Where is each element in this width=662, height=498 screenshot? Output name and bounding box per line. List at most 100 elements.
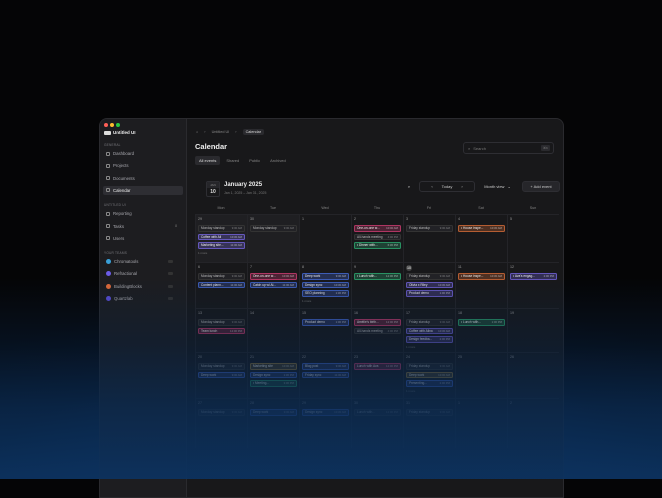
calendar-event[interactable]: Friday sync 11:00 AM xyxy=(302,371,349,378)
calendar-event[interactable]: Deep work 9:00 AM xyxy=(250,409,297,416)
more-events-link[interactable]: 1 more xyxy=(198,250,208,255)
calendar-event[interactable]: Deep work 9:00 AM xyxy=(302,273,349,280)
tab-all-events[interactable]: All events xyxy=(195,156,221,165)
calendar-day-cell[interactable]: 5 xyxy=(507,214,559,262)
calendar-event[interactable]: • House inspe... 10:30 AM xyxy=(458,273,505,280)
calendar-day-cell[interactable]: 9 • Lunch with... 12:00 PM xyxy=(351,262,403,308)
calendar-event[interactable]: One-on-one w... 10:00 AM xyxy=(250,273,297,280)
calendar-event[interactable]: Team lunch 12:00 PM xyxy=(198,327,245,334)
calendar-day-cell[interactable]: 31 Friday standup 9:00 AM xyxy=(403,398,455,448)
calendar-event[interactable]: • House inspe... 10:30 AM xyxy=(458,225,505,232)
calendar-day-cell[interactable]: 29 Monday standup 9:00 AM Coffee with Ali 10… xyxy=(195,214,247,262)
minimize-window-button[interactable] xyxy=(110,123,114,127)
calendar-event[interactable]: Design sync 10:30 AM xyxy=(302,281,349,288)
calendar-event[interactable]: • Meeting... 3:00 PM xyxy=(250,380,297,387)
calendar-event[interactable]: Deep work 10:00 AM xyxy=(406,371,453,378)
tab-archived[interactable]: Archived xyxy=(270,158,286,163)
calendar-day-cell[interactable]: 19 xyxy=(507,308,559,352)
calendar-day-cell[interactable]: 1 xyxy=(455,398,507,448)
calendar-day-cell[interactable]: 30 Lunch with... 12:00 PM xyxy=(351,398,403,448)
breadcrumb-current[interactable]: Calendar xyxy=(242,129,264,135)
tab-shared[interactable]: Shared xyxy=(226,158,240,163)
calendar-event[interactable]: Design feedba... 2:00 PM xyxy=(406,336,453,343)
more-events-link[interactable]: 1 more xyxy=(302,298,312,303)
calendar-day-cell[interactable]: 26 xyxy=(507,352,559,398)
calendar-day-cell[interactable]: 22 Blog post 9:00 AM Friday sync 11:00 AM xyxy=(299,352,351,398)
home-icon[interactable]: ⌂ xyxy=(196,130,199,134)
sidebar-item-calendar[interactable]: Calendar xyxy=(103,185,183,195)
sidebar-item-refractional[interactable]: Refractional xyxy=(103,269,183,278)
sidebar-item-documents[interactable]: Documents xyxy=(103,174,183,183)
close-window-button[interactable] xyxy=(104,123,108,127)
calendar-event[interactable]: Monday standup 9:00 AM xyxy=(198,409,245,416)
search-events-button[interactable]: ⌕ xyxy=(404,181,414,192)
calendar-event[interactable]: Design sync 10:30 AM xyxy=(302,409,349,416)
calendar-day-cell[interactable]: 2 One-on-one w... 10:00 AM All-hands meetin… xyxy=(351,214,403,262)
calendar-day-cell[interactable]: 8 Deep work 9:00 AM Design sync 10:30 AM SEO … xyxy=(299,262,351,308)
calendar-day-cell[interactable]: 18 • Lunch with... 1:00 PM xyxy=(455,308,507,352)
calendar-event[interactable]: Lunch with Ava 12:00 PM xyxy=(354,363,401,370)
sidebar-item-buildingblocks[interactable]: BuildingBlocks xyxy=(103,282,183,291)
previous-button[interactable]: ‹ xyxy=(431,184,433,189)
calendar-event[interactable]: SEO planning 1:30 PM xyxy=(302,290,349,297)
add-event-button[interactable]: + Add event xyxy=(522,181,560,192)
calendar-event[interactable]: Friday standup 9:00 AM xyxy=(406,363,453,370)
calendar-day-cell[interactable]: 13 Monday standup 9:00 AM Team lunch 12:00 P… xyxy=(195,308,247,352)
sidebar-item-projects[interactable]: Projects xyxy=(103,161,183,170)
calendar-event[interactable]: Marketing site... 11:00 AM xyxy=(198,242,245,249)
calendar-event[interactable]: Coffee with Ali 10:30 AM xyxy=(198,233,245,240)
calendar-day-cell[interactable]: 21 Marketing site 10:00 AM Design sync 1:30 … xyxy=(247,352,299,398)
calendar-event[interactable]: Coffee with Alina 10:30 AM xyxy=(406,327,453,334)
calendar-event[interactable]: Amélie's birth... 12:00 PM xyxy=(354,319,401,326)
more-events-link[interactable]: 1 more xyxy=(406,344,416,349)
tab-public[interactable]: Public xyxy=(249,158,261,163)
calendar-day-cell[interactable]: 16 Amélie's birth... 12:00 PM All-hands mee… xyxy=(351,308,403,352)
calendar-event[interactable]: Friday standup 9:00 AM xyxy=(406,319,453,326)
calendar-day-cell[interactable]: 27 Monday standup 9:00 AM xyxy=(195,398,247,448)
calendar-day-cell[interactable]: 15 Product demo 1:00 PM xyxy=(299,308,351,352)
calendar-day-cell[interactable]: 14 xyxy=(247,308,299,352)
calendar-event[interactable]: Deep work 9:00 AM xyxy=(198,371,245,378)
maximize-window-button[interactable] xyxy=(116,123,120,127)
calendar-event[interactable]: • Ava's engag... 2:00 PM xyxy=(510,273,557,280)
calendar-day-cell[interactable]: 23 Lunch with Ava 12:00 PM xyxy=(351,352,403,398)
calendar-event[interactable]: Catch up w/ Al... 11:00 AM xyxy=(250,281,297,288)
today-button[interactable]: Today xyxy=(441,184,453,189)
calendar-day-cell[interactable]: 17 Friday standup 9:00 AM Coffee with Alina… xyxy=(403,308,455,352)
search-input[interactable]: ⌕ Search ⌘K xyxy=(463,142,554,154)
calendar-event[interactable]: Content plann... 11:00 AM xyxy=(198,281,245,288)
sidebar-item-quartzlab[interactable]: Quartzlab xyxy=(103,294,183,303)
sidebar-item-users[interactable]: Users xyxy=(103,234,183,243)
calendar-day-cell[interactable]: 6 Monday standup 9:00 AM Content plann... 11… xyxy=(195,262,247,308)
calendar-day-cell[interactable]: 12 • Ava's engag... 2:00 PM xyxy=(507,262,559,308)
calendar-event[interactable]: • Lunch with... 12:00 PM xyxy=(354,273,401,280)
calendar-day-cell[interactable]: 3 Friday standup 9:00 AM xyxy=(403,214,455,262)
calendar-event[interactable]: Product demo 1:00 PM xyxy=(302,319,349,326)
calendar-day-cell[interactable]: 30 Monday standup 9:00 AM xyxy=(247,214,299,262)
calendar-event[interactable]: Monday standup 9:00 AM xyxy=(198,273,245,280)
calendar-event[interactable]: Product demo 1:00 PM xyxy=(406,290,453,297)
calendar-event[interactable]: Olivia x Riley 10:30 AM xyxy=(406,281,453,288)
sidebar-item-chromatools[interactable]: Chromatools xyxy=(103,257,183,266)
calendar-day-cell[interactable]: 24 Friday standup 9:00 AM Deep work 10:00 AM… xyxy=(403,352,455,398)
calendar-event[interactable]: Monday standup 9:00 AM xyxy=(198,363,245,370)
sidebar-item-tasks[interactable]: Tasks 8 xyxy=(103,222,183,231)
calendar-day-cell[interactable]: 7 One-on-one w... 10:00 AM Catch up w/ Al..… xyxy=(247,262,299,308)
breadcrumb-item[interactable]: Untitled UI xyxy=(211,130,230,134)
more-events-link[interactable]: 1 more xyxy=(406,388,416,393)
calendar-day-cell[interactable]: 2 xyxy=(507,398,559,448)
calendar-event[interactable]: Friday standup 9:00 AM xyxy=(406,225,453,232)
calendar-event[interactable]: Monday standup 9:00 AM xyxy=(250,225,297,232)
calendar-event[interactable]: Monday standup 9:00 AM xyxy=(198,225,245,232)
calendar-event[interactable]: Friday standup 9:00 AM xyxy=(406,273,453,280)
calendar-event[interactable]: Presenting... 2:00 PM xyxy=(406,380,453,387)
calendar-day-cell[interactable]: 20 Monday standup 9:00 AM Deep work 9:00 AM xyxy=(195,352,247,398)
sidebar-item-reporting[interactable]: Reporting xyxy=(103,209,183,218)
calendar-day-cell[interactable]: 28 Deep work 9:00 AM xyxy=(247,398,299,448)
calendar-event[interactable]: • Lunch with... 1:00 PM xyxy=(458,319,505,326)
brand-logo[interactable]: Untitled UI xyxy=(104,130,136,135)
view-select[interactable]: Month view ⌄ xyxy=(479,181,516,192)
calendar-event[interactable]: All-hands meeting 4:00 PM xyxy=(354,233,401,240)
calendar-event[interactable]: Blog post 9:00 AM xyxy=(302,363,349,370)
calendar-day-cell[interactable]: 10 Friday standup 9:00 AM Olivia x Riley 10:… xyxy=(403,262,455,308)
